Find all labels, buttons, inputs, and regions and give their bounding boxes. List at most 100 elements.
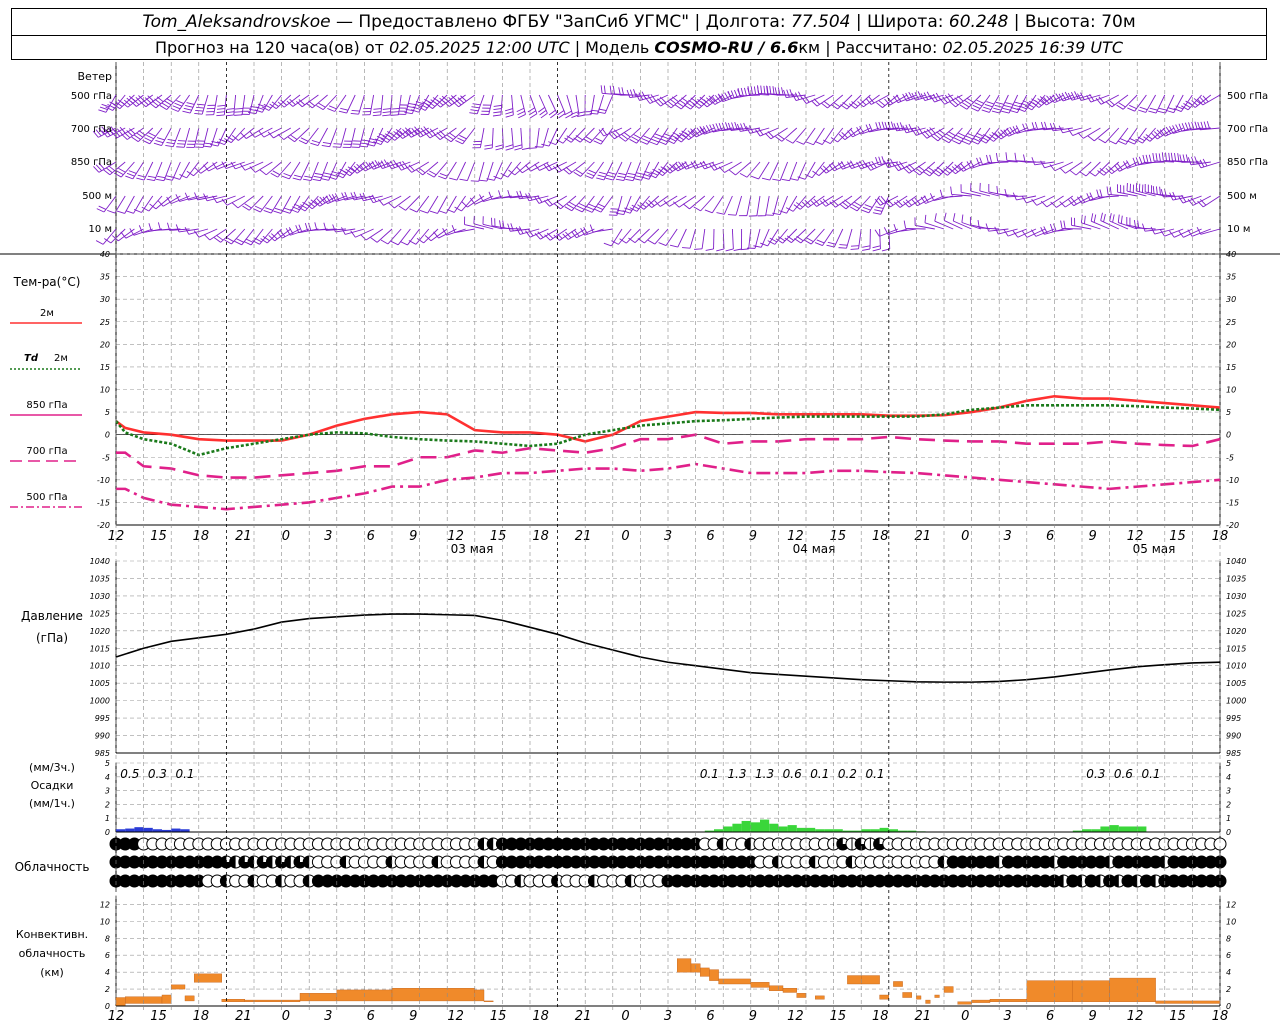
wind-barb-feather	[1014, 101, 1023, 105]
wind-barb-feather	[434, 101, 441, 108]
wind-barb-feather	[872, 245, 881, 249]
wind-barb-feather	[439, 172, 448, 177]
wind-barb-feather	[1043, 97, 1050, 104]
wind-barb-feather	[573, 137, 581, 143]
wind-barb-shaft	[511, 127, 514, 148]
wind-barb-feather	[1002, 107, 1011, 111]
wind-barb-feather	[786, 89, 790, 98]
wind-barb-feather	[957, 132, 966, 137]
wind-barb-feather	[373, 108, 382, 110]
conv-ytick-right: 0	[1226, 1002, 1231, 1011]
conv-cloud-bar	[879, 994, 889, 1000]
wind-barb-feather	[1194, 121, 1198, 130]
precip-bar	[806, 827, 816, 832]
wind-barb-feather	[1206, 121, 1211, 130]
wind-barb-feather	[772, 86, 775, 95]
precip-bar	[898, 830, 908, 832]
wind-barb-feather	[95, 164, 102, 171]
wind-barb-feather	[715, 123, 720, 131]
wind-barb-feather	[943, 168, 951, 174]
wind-barb-feather	[341, 192, 346, 201]
wind-barb-feather	[881, 156, 885, 165]
wind-barb-shaft	[461, 195, 476, 212]
wind-barb-feather	[609, 85, 612, 94]
wind-barb-feather	[320, 178, 329, 181]
wind-barb-feather	[1135, 157, 1140, 165]
wind-barb-shaft	[405, 94, 411, 115]
precip-unit-1h: (мм/1ч.)	[29, 797, 75, 810]
wind-barb-shaft	[364, 161, 384, 172]
pressure-ytick-right: 1025	[1226, 609, 1246, 618]
temp-xtick-label: 18	[532, 529, 549, 544]
wind-barb-feather	[424, 131, 431, 139]
wind-barb-feather	[98, 127, 105, 135]
wind-barb-feather	[1003, 229, 1009, 237]
wind-barb-feather	[393, 159, 399, 167]
wind-barb-feather	[543, 200, 550, 207]
wind-barb-shaft	[160, 228, 181, 231]
wind-barb-feather	[589, 224, 594, 233]
wind-barb-feather	[833, 101, 841, 108]
wind-barb-feather	[1178, 196, 1184, 204]
wind-barb-feather	[242, 205, 250, 211]
wind-barb-feather	[844, 199, 852, 206]
precip-3h-total: 0.2	[838, 767, 857, 781]
cloud-half-fill	[1076, 875, 1082, 887]
wind-barb-shaft	[473, 223, 494, 230]
wind-barb-feather	[883, 227, 889, 235]
wind-barb-feather	[688, 99, 696, 105]
wind-barb-shaft	[427, 195, 439, 214]
wind-barb-feather	[862, 159, 868, 167]
wind-barb-shaft	[373, 195, 393, 204]
wind-barb-feather	[1093, 214, 1097, 223]
wind-barb-feather	[416, 169, 423, 176]
wind-barb-feather	[1052, 94, 1058, 102]
wind-barb-shaft	[1081, 195, 1101, 204]
wind-barb-feather	[564, 206, 572, 212]
wind-barb-feather	[840, 104, 848, 110]
calc-label: Рассчитано:	[835, 38, 938, 57]
wind-barb-shaft	[1007, 228, 1027, 237]
wind-barb-feather	[584, 208, 593, 213]
wind-barb-feather	[1191, 156, 1195, 165]
wind-barb-feather	[1138, 109, 1146, 113]
wind-barb-feather	[1190, 197, 1197, 205]
wind-barb-feather	[1127, 107, 1135, 112]
wind-barb-feather	[1165, 109, 1174, 114]
wind-barb-feather	[911, 92, 916, 101]
wind-barb-feather	[956, 95, 964, 102]
wind-barb-shaft	[835, 195, 853, 208]
wind-barb-feather	[963, 138, 972, 143]
precip-bar	[1091, 829, 1101, 832]
wind-barb-feather	[617, 175, 626, 179]
wind-barb-shaft	[1016, 195, 1037, 201]
wind-barb-feather	[516, 166, 523, 174]
wind-barb-feather	[893, 164, 899, 171]
wind-barb-shaft	[1109, 220, 1129, 230]
wind-barb-shaft	[695, 127, 715, 138]
wind-barb-feather	[367, 140, 376, 144]
wind-barb-feather	[994, 133, 1002, 140]
wind-barb-feather	[1080, 92, 1085, 100]
wind-barb-shaft	[810, 228, 825, 245]
wind-barb-feather	[986, 154, 989, 163]
wind-barb-shaft	[422, 161, 439, 176]
wind-barb-feather	[893, 95, 899, 103]
wind-barb-shaft	[1071, 94, 1092, 101]
wind-barb-feather	[130, 100, 137, 107]
wind-barb-feather	[555, 164, 562, 171]
wind-barb-feather	[574, 229, 580, 237]
wind-barb-feather	[1187, 157, 1192, 165]
wind-barb-feather	[234, 108, 244, 110]
wind-barb-shaft	[842, 161, 862, 170]
wind-barb-feather	[179, 174, 187, 179]
conv-cloud-bar	[934, 994, 940, 998]
wind-barb-feather	[678, 161, 684, 169]
wind-barb-feather	[874, 198, 881, 206]
wind-barb-feather	[505, 114, 514, 118]
wind-barb-feather	[960, 163, 967, 171]
wind-barb-shaft	[765, 195, 770, 216]
wind-barb-feather	[110, 126, 117, 134]
wind-barb-feather	[1194, 156, 1198, 165]
wind-barb-feather	[925, 168, 933, 175]
